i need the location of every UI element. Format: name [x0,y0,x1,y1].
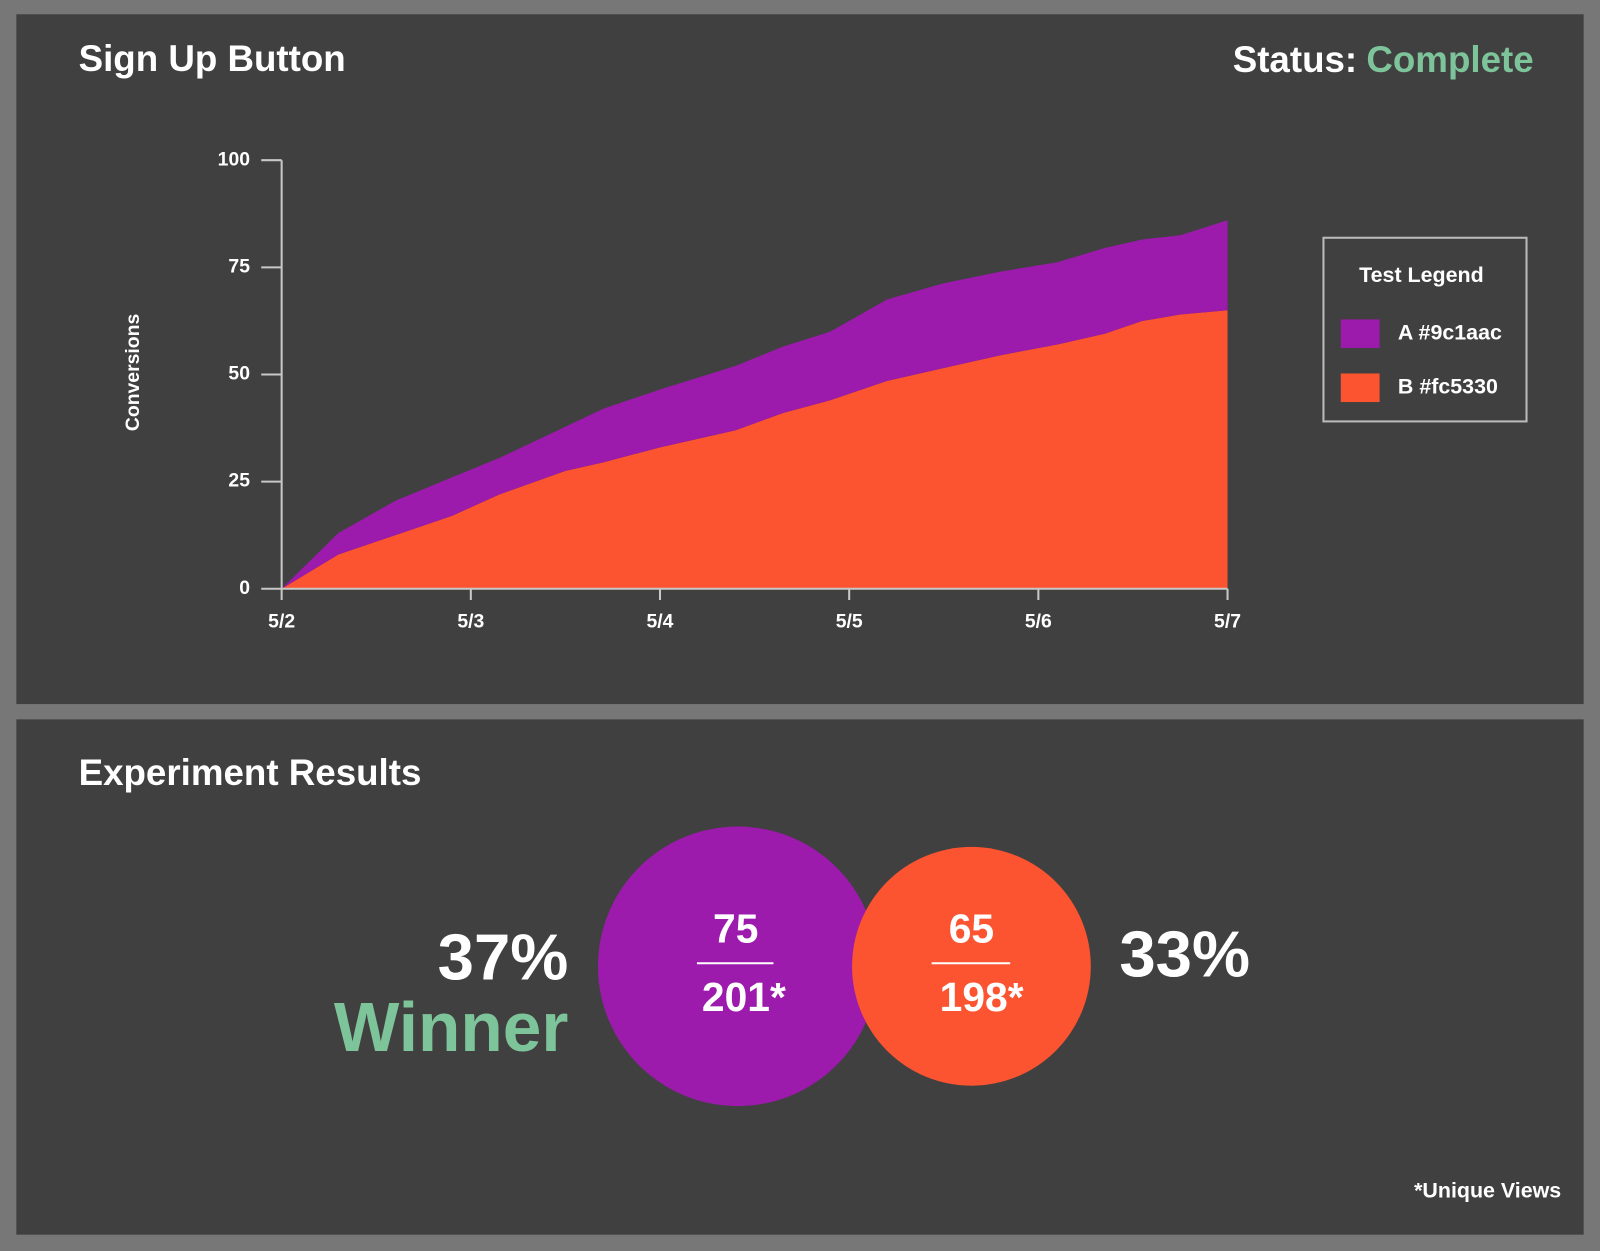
legend: A #9c1aac B #fc5330 [1340,319,1502,403]
status-label: Status: [1233,39,1357,80]
views-a: 201* [702,974,786,1020]
legend-swatch [1340,373,1380,403]
legend-label: A #9c1aac [1398,320,1502,344]
status-value: Complete [1366,39,1533,80]
views-b: 198* [940,974,1024,1020]
legend-label: B #fc5330 [1398,374,1498,398]
area-series [281,220,1228,589]
winner-label: Winner [334,988,568,1066]
legend-box [1322,236,1528,423]
y-tick-label: 25 [228,470,250,492]
conversions-a: 75 [713,905,758,951]
x-tick-label: 5/4 [647,611,674,633]
x-tick-label: 5/6 [1025,611,1052,633]
results-title: Experiment Results [79,752,422,793]
y-tick-label: 75 [228,255,250,277]
x-tick-label: 5/2 [268,611,295,633]
y-tick-label: 100 [218,148,250,170]
status: Status: Complete [1233,39,1534,80]
x-tick-label: 5/5 [836,611,863,633]
x-tick-label: 5/7 [1214,611,1241,633]
conversions-b: 65 [949,905,994,951]
plot: 0 25 50 75 100 5/2 5/3 5/4 5/5 5/6 5/7 [218,148,1241,632]
footnote: *Unique Views [1414,1178,1561,1202]
area-series [281,310,1228,589]
y-tick-label: 0 [239,577,250,599]
legend-swatch [1340,319,1380,348]
circle-b [852,846,1091,1086]
legend-title: Test Legend [1359,263,1484,287]
circle-a [597,826,878,1107]
panel-title: Sign Up Button [79,38,346,79]
rate-b: 33% [1119,917,1250,990]
rate-a: 37% [438,920,569,993]
y-axis-label: Conversions [122,314,144,431]
x-tick-label: 5/3 [457,611,484,633]
y-tick-label: 50 [228,363,250,385]
